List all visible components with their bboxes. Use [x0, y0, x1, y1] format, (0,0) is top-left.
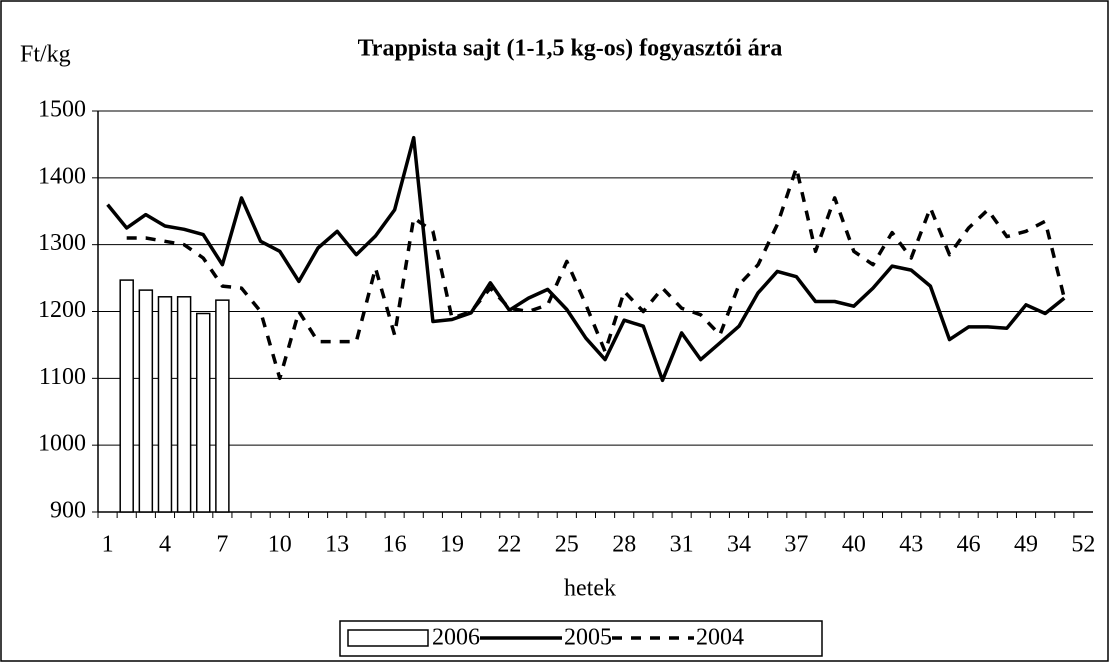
- bar: [176, 296, 192, 513]
- x-tick-label: 10: [268, 532, 292, 558]
- x-tick-label: 19: [440, 532, 464, 558]
- x-tick-label: 31: [670, 532, 694, 558]
- bar: [138, 289, 154, 513]
- bar: [119, 279, 134, 513]
- bar: [195, 312, 211, 513]
- bar: [157, 296, 173, 513]
- bar: [215, 299, 230, 513]
- x-axis-label: hetek: [564, 576, 616, 602]
- x-tick-label: 25: [555, 532, 579, 558]
- x-tick-label: 46: [957, 532, 981, 558]
- legend-label: 2005: [564, 625, 612, 651]
- y-tick-label: 1100: [39, 364, 86, 390]
- x-tick-label: 52: [1071, 532, 1095, 558]
- x-tick-label: 1: [102, 532, 114, 558]
- legend-swatch: [347, 629, 429, 647]
- y-tick-label: 1000: [38, 431, 86, 457]
- y-tick-label: 900: [50, 498, 86, 524]
- x-tick-label: 22: [497, 532, 521, 558]
- dashed-line: [126, 166, 1066, 381]
- x-tick-label: 37: [784, 532, 808, 558]
- y-tick-label: 1500: [38, 97, 86, 123]
- y-tick-label: 1400: [38, 163, 86, 189]
- x-tick-label: 16: [383, 532, 407, 558]
- x-tick-label: 4: [159, 532, 171, 558]
- y-axis-label: Ft/kg: [20, 42, 71, 68]
- y-tick-label: 1200: [38, 297, 86, 323]
- x-tick-label: 28: [612, 532, 636, 558]
- legend-label: 2004: [696, 625, 744, 651]
- chart-title: Trappista sajt (1-1,5 kg-os) fogyasztói …: [358, 36, 783, 62]
- line: [106, 135, 1066, 383]
- x-tick-label: 43: [899, 532, 923, 558]
- x-tick-label: 13: [325, 532, 349, 558]
- legend-label: 2006: [432, 625, 480, 651]
- y-tick-label: 1300: [38, 230, 86, 256]
- x-tick-label: 7: [216, 532, 228, 558]
- x-tick-label: 34: [727, 532, 751, 558]
- x-tick-label: 40: [842, 532, 866, 558]
- x-tick-label: 49: [1014, 532, 1038, 558]
